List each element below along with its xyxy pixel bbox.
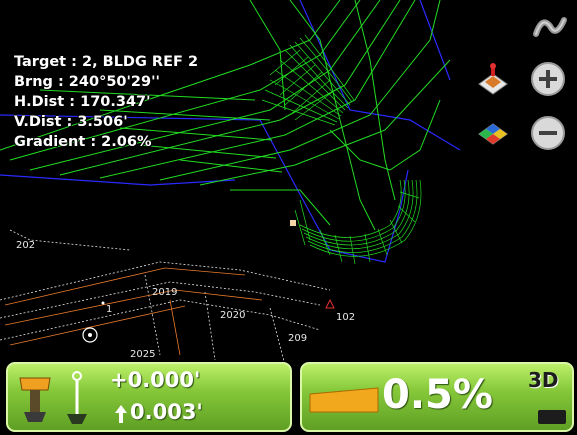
dense-fan-top	[261, 34, 355, 126]
slope-panel[interactable]: 0.5% 3D	[300, 362, 574, 432]
cut-fill-value: +0.000'	[110, 368, 201, 392]
view-mode-3d-button[interactable]: 3D	[528, 368, 559, 392]
target-marker[interactable]	[290, 220, 296, 226]
plus-icon	[539, 70, 557, 88]
point-label-1: 1	[106, 304, 113, 315]
squiggle-nav-icon[interactable]	[530, 8, 570, 48]
point-label-2025: 2025	[130, 349, 156, 360]
target-name: Target : 2, BLDG REF 2	[14, 54, 199, 70]
pole-level-icon	[67, 371, 87, 424]
zoom-out-button[interactable]	[531, 116, 565, 150]
vertical-distance: V.Dist : 3.506'	[14, 114, 128, 130]
dense-curve	[294, 179, 422, 265]
slope-value: 0.5%	[382, 372, 493, 418]
cut-fill-panel[interactable]: +0.000' 0.003'	[6, 362, 292, 432]
up-arrow-icon	[115, 405, 127, 423]
horizontal-distance: H.Dist : 170.347'	[14, 94, 151, 110]
surface-layer-icon[interactable]	[476, 62, 510, 96]
color-map-icon[interactable]	[476, 116, 510, 150]
view-toggle-icon[interactable]	[538, 410, 566, 424]
point-label-102: 102	[336, 312, 356, 323]
point-label-209: 209	[288, 333, 308, 344]
orange-lot-lines	[4, 267, 263, 356]
point-label-2020: 2020	[220, 310, 246, 321]
point-102-symbol	[325, 298, 335, 309]
lot-lines	[0, 229, 331, 366]
point-label-2019: 2019	[152, 287, 178, 298]
target-readout: Target : 2, BLDG REF 2 Brng : 240°50'29'…	[14, 52, 198, 152]
minus-icon	[539, 131, 557, 135]
position-dot	[88, 333, 92, 337]
bearing-value: Brng : 240°50'29''	[14, 74, 160, 90]
vertical-offset-value: 0.003'	[130, 400, 203, 424]
dozer-blade-icon	[19, 377, 51, 422]
point-label-202: 202	[16, 240, 36, 251]
position-marker[interactable]	[82, 327, 98, 343]
slope-bar-icon	[309, 387, 379, 413]
zoom-in-button[interactable]	[531, 62, 565, 96]
gradient-value: Gradient : 2.06%	[14, 134, 152, 150]
point-1-symbol	[101, 301, 105, 305]
